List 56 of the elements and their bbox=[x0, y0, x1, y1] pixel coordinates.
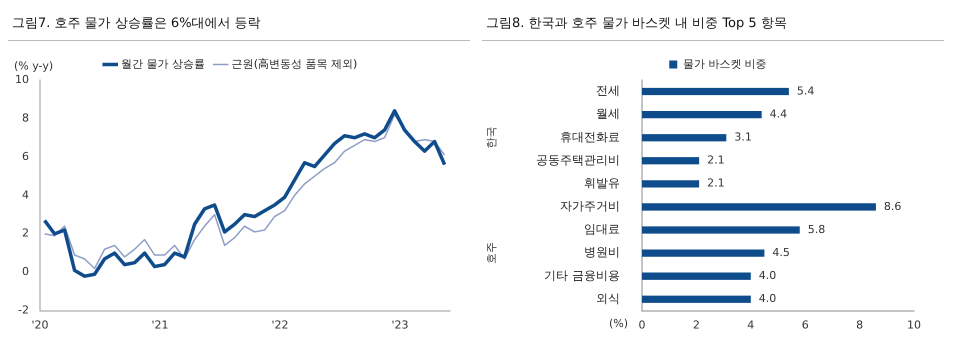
bar bbox=[642, 110, 762, 118]
y-tick-label: -2 bbox=[18, 304, 29, 317]
y-tick-label: 6 bbox=[22, 150, 29, 163]
data-label: 5.4 bbox=[796, 84, 814, 98]
data-label: 4.4 bbox=[770, 107, 788, 120]
bar bbox=[642, 180, 700, 188]
text: 한국 bbox=[484, 126, 498, 149]
y-tick-label: 휴대전화료 bbox=[560, 130, 620, 144]
data-label: 5.8 bbox=[808, 222, 826, 236]
legend-label: 월간 물가 상승률 bbox=[121, 57, 206, 70]
data-label: 4.0 bbox=[758, 292, 776, 306]
x-tick-label: '22 bbox=[271, 318, 289, 332]
y-tick-label: 8 bbox=[22, 111, 29, 124]
y-tick-label: 2 bbox=[22, 226, 29, 240]
bar bbox=[642, 249, 764, 257]
bar bbox=[642, 157, 700, 164]
data-label: 4.5 bbox=[772, 246, 790, 259]
y-tick-label: 0 bbox=[22, 265, 29, 278]
legend-label: 근원(高변동성 품목 제외) bbox=[232, 57, 358, 70]
x-tick-label: 8 bbox=[856, 318, 864, 332]
y-tick-label: 외식 bbox=[596, 291, 620, 306]
x-tick-label: 4 bbox=[747, 318, 754, 332]
y-tick-label: 월세 bbox=[596, 106, 620, 121]
data-label: 4.0 bbox=[758, 269, 776, 282]
y-axis-title: (% y-y) bbox=[14, 59, 54, 72]
x-tick-label: 10 bbox=[907, 318, 921, 332]
chart-title: 그림7. 호주 물가 상승률은 6%대에서 등락 bbox=[8, 8, 470, 41]
y-tick-label: 휘발유 bbox=[584, 176, 620, 190]
y-tick-label: 10 bbox=[14, 72, 29, 86]
data-label: 8.6 bbox=[884, 200, 902, 213]
text: 호주 bbox=[484, 242, 498, 264]
x-axis-title: (%) bbox=[608, 317, 628, 330]
x-tick-label: '23 bbox=[391, 318, 409, 332]
y-tick-label: 기타 금융비용 bbox=[544, 268, 620, 282]
x-tick-label: 6 bbox=[802, 318, 809, 332]
y-tick-label: 임대료 bbox=[584, 222, 620, 236]
bar bbox=[642, 203, 876, 211]
bar bbox=[642, 88, 789, 96]
bar bbox=[642, 272, 751, 280]
legend-label: 물가 바스켓 비중 bbox=[682, 57, 767, 70]
bar bbox=[642, 296, 751, 303]
y-tick-label: 4 bbox=[22, 188, 29, 202]
y-tick-label: 공동주택관리비 bbox=[536, 152, 620, 167]
data-label: 3.1 bbox=[734, 130, 752, 144]
data-label: 2.1 bbox=[707, 176, 725, 190]
x-tick-label: '21 bbox=[151, 318, 169, 332]
y-tick-label: 전세 bbox=[596, 84, 620, 98]
y-tick-label: 자가주거비 bbox=[560, 199, 620, 214]
x-tick-label: 2 bbox=[692, 318, 700, 332]
bar bbox=[642, 134, 726, 142]
x-tick-label: '20 bbox=[31, 318, 49, 332]
data-label: 2.1 bbox=[707, 154, 725, 167]
x-tick-label: 0 bbox=[638, 318, 646, 332]
bar bbox=[642, 226, 800, 234]
chart-title: 그림8. 한국과 호주 물가 바스켓 내 비중 Top 5 항목 bbox=[482, 8, 944, 41]
y-tick-label: 병원비 bbox=[584, 245, 620, 260]
